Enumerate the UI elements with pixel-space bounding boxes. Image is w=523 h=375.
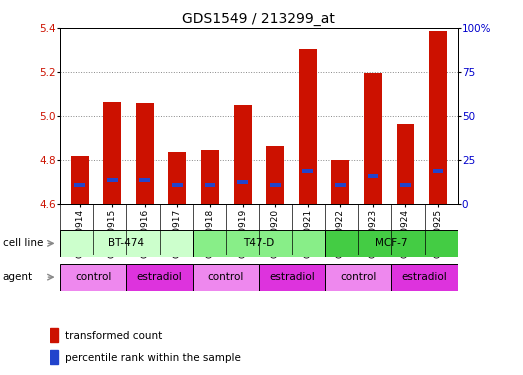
Bar <box>50 328 59 342</box>
Text: control: control <box>75 272 111 282</box>
Text: transformed count: transformed count <box>65 331 162 340</box>
Bar <box>302 170 313 173</box>
Bar <box>140 178 150 182</box>
Bar <box>172 183 183 186</box>
Bar <box>259 264 325 291</box>
Bar <box>136 103 154 204</box>
Bar <box>107 178 118 182</box>
Bar <box>74 183 85 186</box>
Bar <box>60 264 127 291</box>
Bar <box>192 230 325 257</box>
Text: estradiol: estradiol <box>137 272 183 282</box>
Bar <box>234 105 252 204</box>
Bar <box>429 32 447 204</box>
Bar <box>266 146 284 204</box>
Bar <box>433 170 444 173</box>
Bar <box>204 183 215 186</box>
Bar <box>325 264 391 291</box>
Text: control: control <box>208 272 244 282</box>
Bar <box>270 183 280 186</box>
Bar <box>168 152 186 204</box>
Text: agent: agent <box>3 272 33 282</box>
Bar <box>104 102 121 204</box>
Text: estradiol: estradiol <box>269 272 315 282</box>
Bar <box>127 264 192 291</box>
Bar <box>364 73 382 204</box>
Bar <box>192 264 259 291</box>
Bar <box>400 183 411 186</box>
Text: percentile rank within the sample: percentile rank within the sample <box>65 352 241 363</box>
Bar <box>391 264 458 291</box>
Text: T47-D: T47-D <box>243 238 275 248</box>
Text: control: control <box>340 272 377 282</box>
Bar <box>71 156 89 204</box>
Bar <box>332 160 349 204</box>
Text: cell line: cell line <box>3 238 43 248</box>
Bar <box>368 174 378 178</box>
Bar <box>50 350 59 364</box>
Title: GDS1549 / 213299_at: GDS1549 / 213299_at <box>183 12 335 26</box>
Text: estradiol: estradiol <box>402 272 447 282</box>
Bar <box>335 183 346 186</box>
Text: MCF-7: MCF-7 <box>375 238 407 248</box>
Bar <box>299 49 317 204</box>
Bar <box>396 124 414 204</box>
Bar <box>237 180 248 184</box>
Bar <box>325 230 458 257</box>
Bar <box>201 150 219 204</box>
Bar <box>60 230 192 257</box>
Text: BT-474: BT-474 <box>108 238 144 248</box>
